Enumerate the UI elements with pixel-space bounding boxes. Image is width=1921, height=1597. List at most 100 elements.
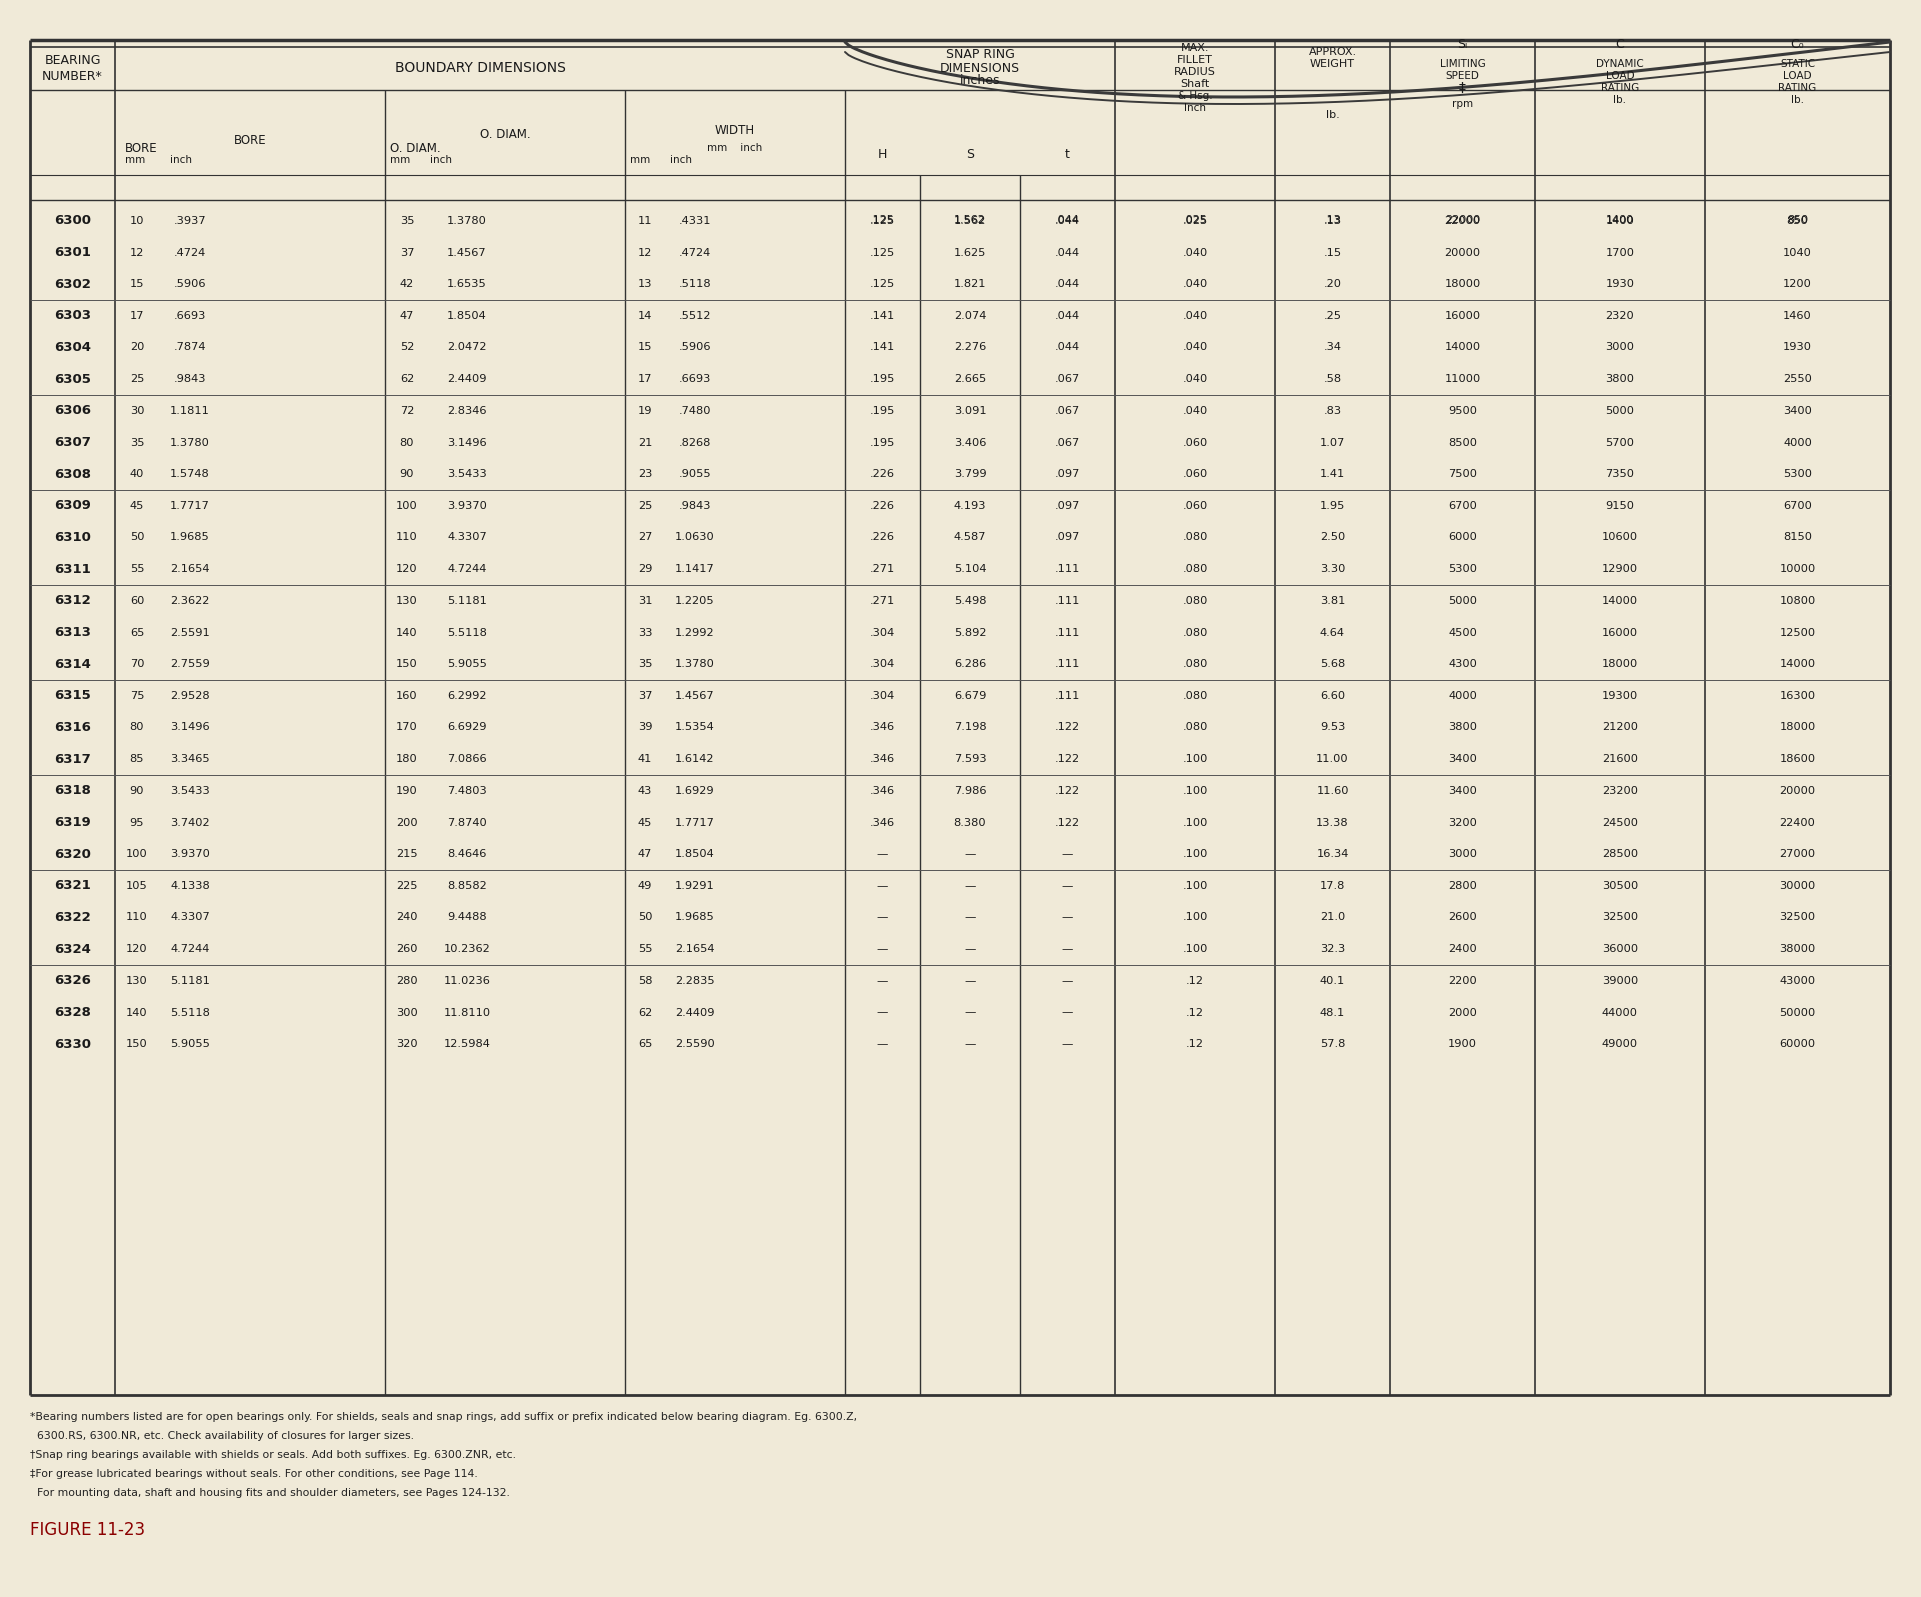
Text: 2400: 2400 (1448, 944, 1477, 953)
Text: 3.5433: 3.5433 (448, 470, 486, 479)
Text: .080: .080 (1181, 564, 1208, 575)
Text: 280: 280 (396, 976, 417, 985)
Text: .3937: .3937 (173, 216, 206, 225)
Text: 17.8: 17.8 (1320, 882, 1345, 891)
Text: 14: 14 (638, 311, 653, 321)
Text: —: — (876, 976, 888, 985)
Text: 49: 49 (638, 882, 653, 891)
Text: SPEED: SPEED (1447, 70, 1479, 81)
Text: 6321: 6321 (54, 880, 90, 893)
Text: lb.: lb. (1790, 94, 1804, 105)
Text: 80: 80 (400, 438, 415, 447)
Text: 14000: 14000 (1779, 660, 1815, 669)
Text: inches: inches (960, 75, 1001, 88)
Text: 3000: 3000 (1606, 342, 1635, 353)
Text: 35: 35 (131, 438, 144, 447)
Text: .7874: .7874 (173, 342, 206, 353)
Text: 35: 35 (400, 216, 415, 225)
Text: .097: .097 (1055, 532, 1080, 543)
Text: 8.4646: 8.4646 (448, 850, 486, 859)
Text: 320: 320 (396, 1040, 417, 1049)
Text: 3400: 3400 (1448, 754, 1477, 765)
Text: 10.2362: 10.2362 (444, 944, 490, 953)
Text: 6311: 6311 (54, 562, 90, 575)
Text: 2200: 2200 (1448, 976, 1477, 985)
Text: .125: .125 (870, 216, 895, 225)
Text: .304: .304 (870, 660, 895, 669)
Text: For mounting data, shaft and housing fits and shoulder diameters, see Pages 124-: For mounting data, shaft and housing fit… (31, 1488, 509, 1498)
Text: 30500: 30500 (1602, 882, 1639, 891)
Text: 22400: 22400 (1779, 818, 1815, 827)
Text: 4.7244: 4.7244 (171, 944, 209, 953)
Text: 12: 12 (638, 248, 653, 257)
Text: 3200: 3200 (1448, 818, 1477, 827)
Text: 7500: 7500 (1448, 470, 1477, 479)
Text: 15: 15 (131, 279, 144, 289)
Text: 140: 140 (127, 1008, 148, 1017)
Text: 180: 180 (396, 754, 419, 765)
Text: .100: .100 (1181, 754, 1208, 765)
Text: *Bearing numbers listed are for open bearings only. For shields, seals and snap : *Bearing numbers listed are for open bea… (31, 1412, 857, 1421)
Text: .111: .111 (1055, 692, 1080, 701)
Text: .040: .040 (1181, 279, 1208, 289)
Text: 52: 52 (400, 342, 415, 353)
Text: 1.625: 1.625 (955, 248, 985, 257)
Text: 5.1181: 5.1181 (448, 596, 486, 605)
Text: 65: 65 (131, 628, 144, 637)
Text: ‡For grease lubricated bearings without seals. For other conditions, see Page 11: ‡For grease lubricated bearings without … (31, 1469, 478, 1479)
Text: 1.821: 1.821 (953, 279, 985, 289)
Text: 4.3307: 4.3307 (448, 532, 486, 543)
Text: 31: 31 (638, 596, 653, 605)
Text: 2.1654: 2.1654 (676, 944, 715, 953)
Text: 4300: 4300 (1448, 660, 1477, 669)
Text: 6301: 6301 (54, 246, 90, 259)
Text: 11000: 11000 (1445, 374, 1481, 385)
Text: 44000: 44000 (1602, 1008, 1639, 1017)
Text: 3800: 3800 (1448, 722, 1477, 733)
Text: 5.1181: 5.1181 (171, 976, 209, 985)
Text: 6319: 6319 (54, 816, 90, 829)
Text: 2.2835: 2.2835 (674, 976, 715, 985)
Text: 2.9528: 2.9528 (171, 692, 209, 701)
Text: 1.8504: 1.8504 (448, 311, 486, 321)
Text: O. DIAM.: O. DIAM. (390, 142, 440, 155)
Text: .080: .080 (1181, 660, 1208, 669)
Text: .7480: .7480 (678, 406, 711, 415)
Text: BOUNDARY DIMENSIONS: BOUNDARY DIMENSIONS (394, 61, 565, 75)
Text: 1040: 1040 (1783, 248, 1812, 257)
Text: RATING: RATING (1779, 83, 1817, 93)
Text: FILLET: FILLET (1178, 54, 1212, 65)
Text: .9843: .9843 (678, 501, 711, 511)
Text: .226: .226 (870, 501, 895, 511)
Text: 10: 10 (131, 216, 144, 225)
Text: .195: .195 (870, 406, 895, 415)
Text: 4.64: 4.64 (1320, 628, 1345, 637)
Text: 27000: 27000 (1779, 850, 1815, 859)
Text: 35: 35 (638, 660, 653, 669)
Text: 1200: 1200 (1783, 279, 1812, 289)
Text: 6.2992: 6.2992 (448, 692, 486, 701)
Text: 7.8740: 7.8740 (448, 818, 486, 827)
Text: 2.5591: 2.5591 (171, 628, 209, 637)
Text: 21.0: 21.0 (1320, 912, 1345, 923)
Text: 1.6535: 1.6535 (448, 279, 486, 289)
Text: .83: .83 (1324, 406, 1341, 415)
Text: 200: 200 (396, 818, 417, 827)
Text: 30000: 30000 (1779, 882, 1815, 891)
Text: .8268: .8268 (678, 438, 711, 447)
Text: lb.: lb. (1325, 110, 1339, 120)
Text: 49000: 49000 (1602, 1040, 1639, 1049)
Text: 130: 130 (396, 596, 419, 605)
Text: .044: .044 (1055, 216, 1080, 225)
Text: 3.7402: 3.7402 (171, 818, 209, 827)
Text: 10800: 10800 (1779, 596, 1815, 605)
Text: .040: .040 (1181, 248, 1208, 257)
Text: 16000: 16000 (1602, 628, 1639, 637)
Text: 24500: 24500 (1602, 818, 1639, 827)
Text: 2.50: 2.50 (1320, 532, 1345, 543)
Text: .12: .12 (1185, 976, 1204, 985)
Text: .4724: .4724 (678, 248, 711, 257)
Text: .025: .025 (1181, 216, 1208, 225)
Text: .044: .044 (1055, 279, 1080, 289)
Text: 2600: 2600 (1448, 912, 1477, 923)
